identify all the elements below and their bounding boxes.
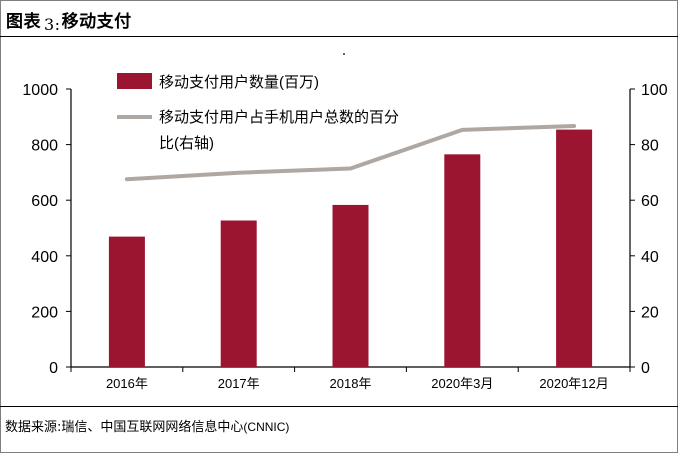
bar [220, 220, 257, 367]
left-tick-label: 400 [31, 249, 58, 266]
line-path [124, 124, 577, 182]
source-divider [0, 406, 678, 407]
source-en: (CNNIC) [243, 420, 290, 434]
left-tick-label: 800 [31, 138, 58, 155]
left-tick-label: 200 [31, 304, 58, 321]
left-tick-label: 600 [31, 193, 58, 210]
bar [108, 236, 145, 367]
figure-title: 图表 3:移动支付 [6, 7, 132, 34]
right-tick-label: 60 [641, 193, 659, 210]
right-tick-label: 80 [641, 138, 659, 155]
bar [332, 204, 369, 367]
left-tick-label: 1000 [22, 82, 58, 99]
right-tick-label: 0 [641, 360, 650, 377]
title-divider [0, 36, 678, 37]
source-prefix: 数据来源 [5, 420, 58, 435]
x-tick-label: 2020年3月 [431, 376, 493, 391]
bar [444, 154, 481, 367]
right-tick-label: 20 [641, 304, 659, 321]
stray-mark [343, 53, 345, 55]
source-text: :瑞信、中国互联网网络信息中心 [57, 420, 244, 435]
right-tick-label: 100 [641, 82, 668, 99]
bar-series [108, 129, 593, 367]
legend-label-bar: 移动支付用户数量(百万) [159, 74, 319, 91]
legend-label-line: 移动支付用户占手机用户总数的百分 [159, 109, 399, 126]
figure-title-text: 移动支付 [61, 12, 132, 32]
legend-swatch-bar [117, 73, 152, 89]
left-tick-label: 0 [49, 360, 58, 377]
right-tick-label: 40 [641, 249, 659, 266]
figure-number: 3: [44, 15, 61, 34]
bar [556, 129, 593, 367]
x-tick-label: 2020年12月 [539, 376, 608, 391]
x-tick-label: 2018年 [330, 376, 372, 391]
figure-label: 图表 [6, 12, 41, 32]
x-tick-label: 2017年 [218, 376, 260, 391]
legend-label-line-cont: 比(右轴) [159, 135, 214, 152]
source-note: 数据来源:瑞信、中国互联网网络信息中心(CNNIC) [5, 416, 289, 435]
x-tick-label: 2016年 [106, 376, 148, 391]
line-series [124, 124, 577, 182]
